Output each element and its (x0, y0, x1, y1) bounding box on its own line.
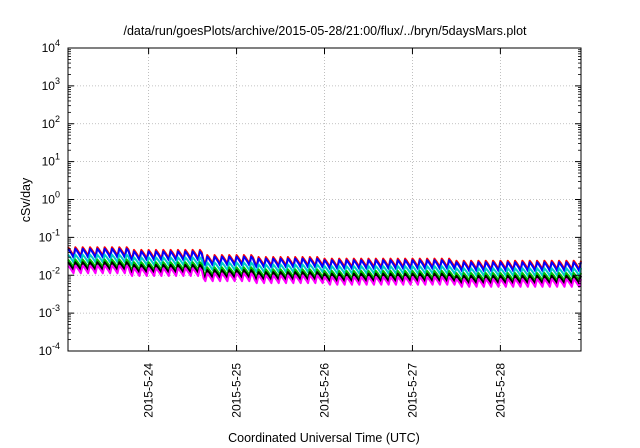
x-tick-label: 2015-5-26 (318, 363, 332, 418)
y-tick-label: 10-2 (39, 265, 60, 282)
y-tick-label: 10-3 (39, 303, 60, 320)
series-line (67, 253, 582, 277)
x-tick-label: 2015-5-28 (493, 363, 507, 418)
y-tick-label: 100 (42, 190, 60, 207)
y-tick-label: 101 (42, 152, 60, 169)
y-tick-label: 10-4 (39, 341, 60, 358)
series-line (67, 261, 582, 285)
series-line (67, 264, 582, 288)
series-line (67, 258, 582, 282)
grid (68, 48, 581, 351)
y-axis: 10-4 10-3 10-2 10-1 100 101 102 103 104 (39, 38, 581, 358)
x-axis: 2015-5-24 2015-5-25 2015-5-26 2015-5-27 2015… (142, 48, 507, 418)
y-tick-label: 10-1 (39, 227, 60, 244)
x-tick-label: 2015-5-25 (230, 363, 244, 418)
x-tick-label: 2015-5-24 (142, 363, 156, 418)
y-axis-label: cSv/day (19, 177, 33, 222)
y-tick-label: 103 (42, 76, 60, 93)
x-axis-label: Coordinated Universal Time (UTC) (228, 431, 420, 445)
y-tick-label: 102 (42, 114, 60, 131)
plot-series (67, 246, 582, 288)
chart-title: /data/run/goesPlots/archive/2015-05-28/2… (123, 24, 527, 38)
x-tick-label: 2015-5-27 (405, 363, 419, 418)
series-line (67, 247, 582, 273)
y-tick-label: 104 (42, 38, 60, 55)
